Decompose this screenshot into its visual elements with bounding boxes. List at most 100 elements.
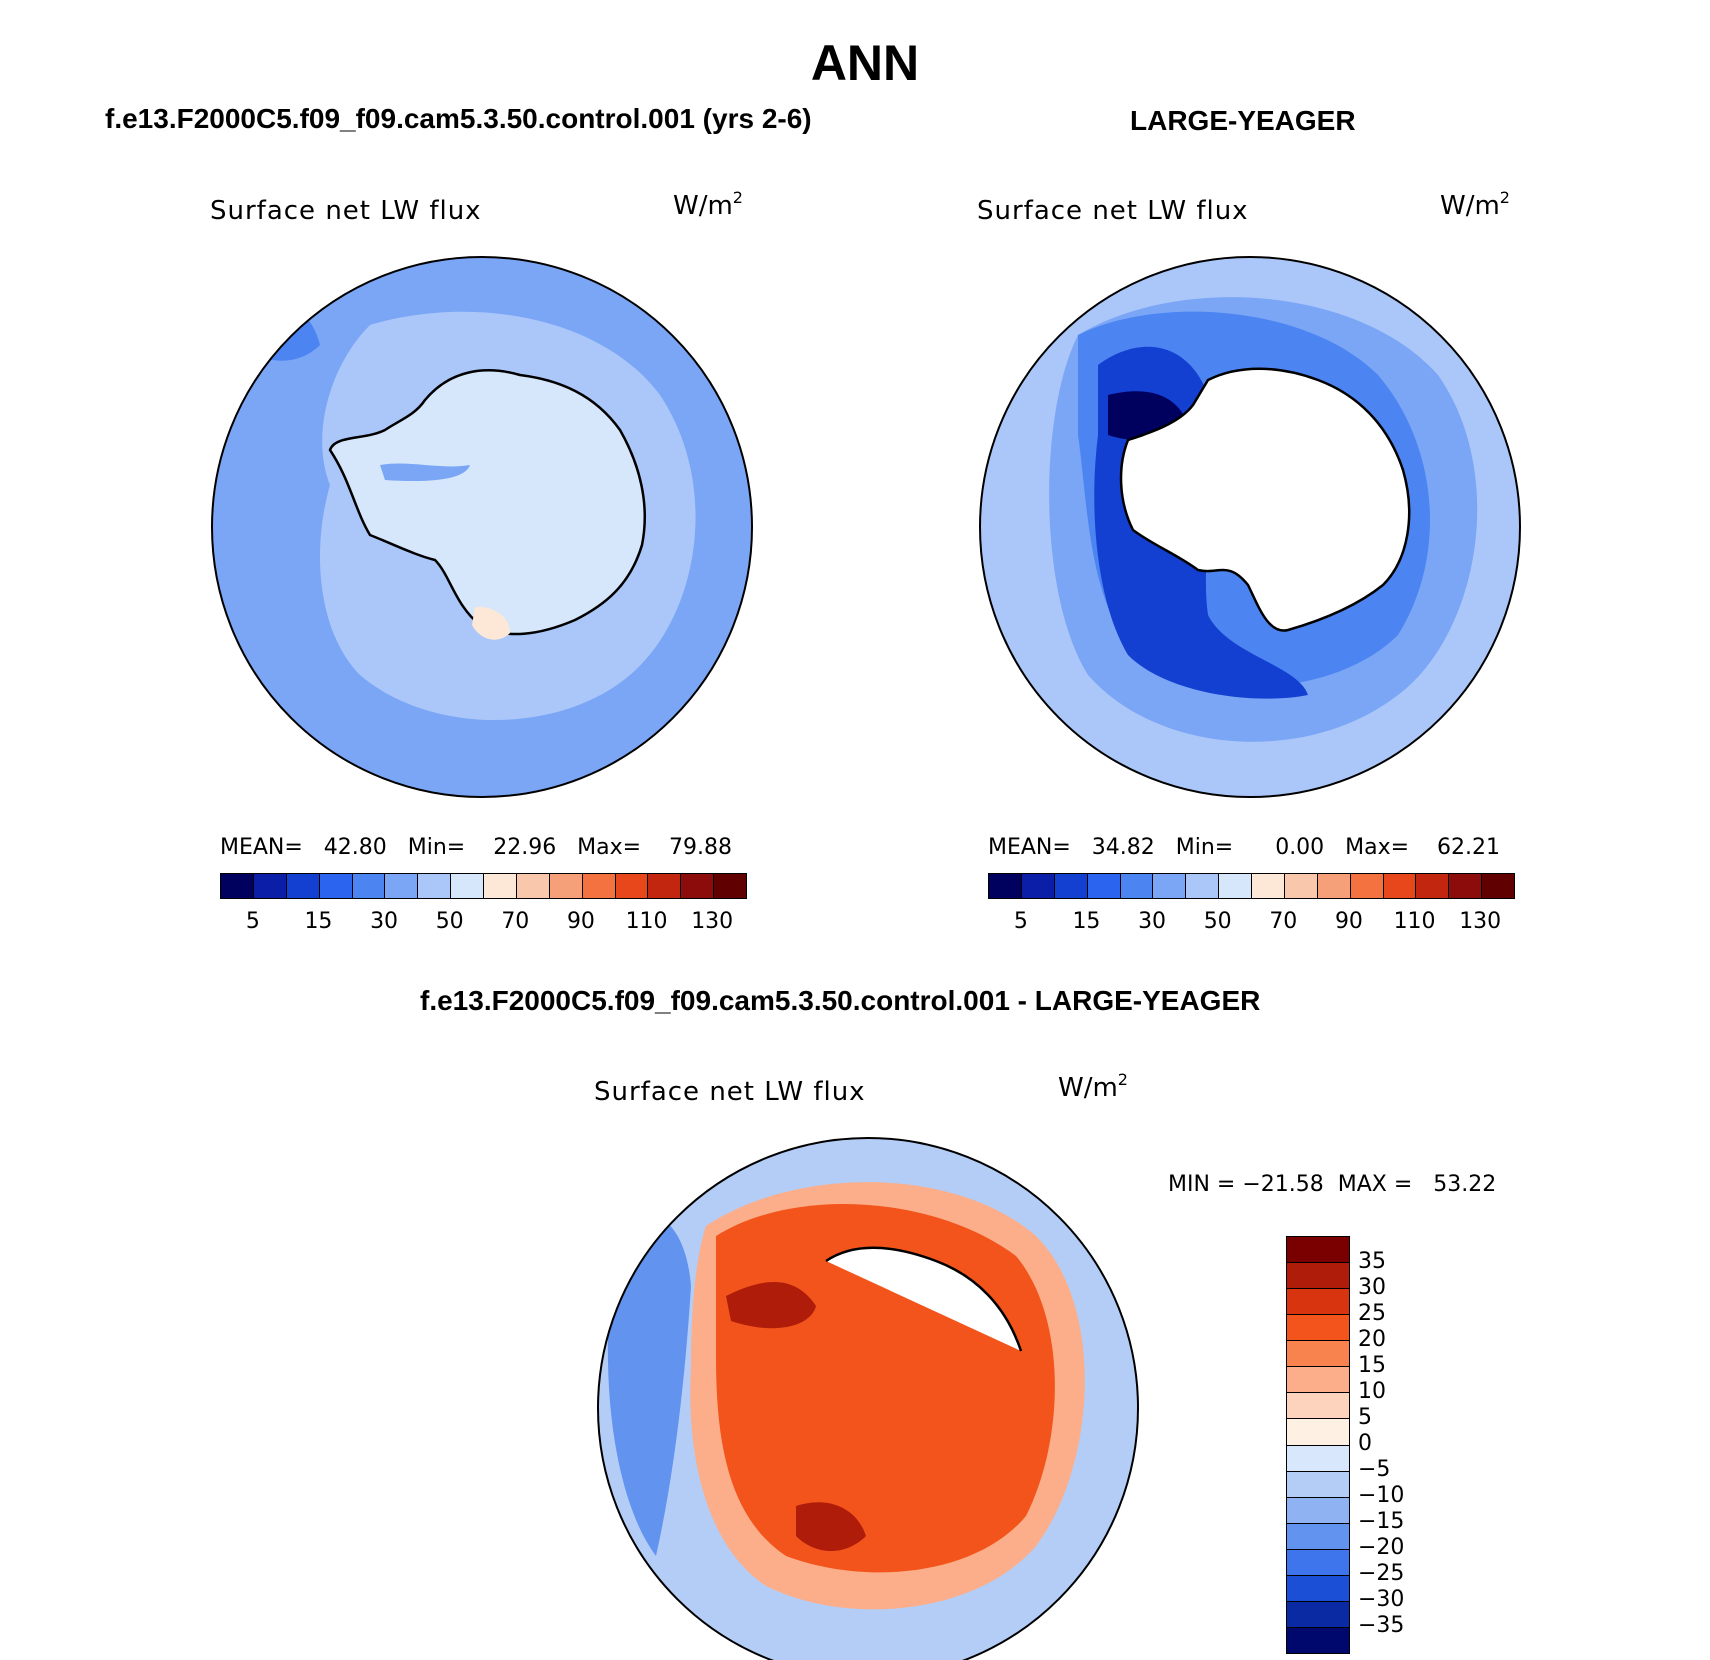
diff-colorbar-tick-label: 0 [1358,1431,1372,1456]
figure-title: ANN [810,35,920,91]
obs-units: W/m2 [1440,188,1510,221]
obs-colorbar-swatch [1087,874,1121,898]
obs-colorbar-swatch [1186,874,1220,898]
obs-colorbar-swatch [1219,874,1252,898]
diff-field-ring-dark [726,1282,816,1329]
diff-colorbar-tick-label: 25 [1358,1301,1386,1326]
obs-polar-map [979,256,1521,798]
model-polar-map [211,256,753,798]
model-colorbar-swatch [681,874,715,898]
model-continent-fill [328,369,646,636]
diff-colorbar-swatch [1287,1601,1349,1628]
obs-colorbar-swatch [1153,874,1187,898]
obs-colorbar-swatch [1383,874,1417,898]
model-field-salmon [472,606,510,640]
model-colorbar-tick-label: 90 [566,909,595,934]
model-map-title: Surface net LW flux [210,196,482,226]
diff-colorbar-tick-label: −15 [1358,1509,1405,1534]
model-colorbar-swatch [286,874,320,898]
diff-colorbar-tick-label: −5 [1358,1457,1391,1482]
diff-map-border [597,1137,1139,1660]
diff-colorbar-tick-label: −30 [1358,1587,1405,1612]
model-field-blue-streak [380,463,470,482]
diff-colorbar-swatch [1287,1471,1349,1498]
obs-colorbar-tick-label: 130 [1459,909,1502,934]
model-colorbar-tick-label: 5 [245,909,260,934]
diff-colorbar-swatch [1287,1393,1349,1420]
obs-colorbar-swatch [1120,874,1154,898]
model-colorbar-swatch [714,874,746,898]
diff-colorbar-tick-label: −10 [1358,1483,1405,1508]
diff-colorbar-tick-label: 30 [1358,1275,1386,1300]
model-colorbar-tick-label: 15 [304,909,333,934]
model-colorbar-swatch [352,874,386,898]
diff-colorbar-swatch [1287,1367,1349,1394]
diff-colorbar-swatch [1287,1263,1349,1290]
model-colorbar-tick-label: 70 [501,909,530,934]
obs-colorbar-tick-label: 30 [1138,909,1167,934]
diff-colorbar-swatch [1287,1627,1349,1653]
model-colorbar-swatch [648,874,682,898]
obs-colorbar-tick-label: 110 [1393,909,1436,934]
model-colorbar-swatch [221,874,254,898]
obs-colorbar-swatch [1482,874,1514,898]
diff-units: W/m2 [1058,1070,1128,1103]
obs-colorbar-swatch [1021,874,1055,898]
obs-panel-title: LARGE-YEAGER [1130,105,1356,136]
obs-stats: MEAN= 34.82 Min= 0.00 Max= 62.21 [988,835,1501,860]
obs-colorbar-tick-label: 15 [1072,909,1101,934]
diff-colorbar [1286,1236,1350,1654]
obs-colorbar-swatch [1252,874,1285,898]
obs-colorbar-tick-label: 90 [1334,909,1363,934]
diff-colorbar-tick-label: 35 [1358,1249,1386,1274]
diff-colorbar-swatch [1287,1315,1349,1342]
diff-polar-map [597,1137,1139,1660]
model-colorbar-tick-label: 110 [625,909,668,934]
model-panel-title: f.e13.F2000C5.f09_f09.cam5.3.50.control.… [105,103,812,134]
diff-colorbar-tick-label: −35 [1358,1613,1405,1638]
model-colorbar-swatch [582,874,616,898]
model-colorbar-swatch [418,874,452,898]
obs-map-border [979,256,1521,798]
model-colorbar-swatch [319,874,353,898]
diff-colorbar-tick-label: 15 [1358,1353,1386,1378]
model-colorbar-swatch [615,874,649,898]
model-field-blue-patch [240,305,320,361]
obs-colorbar-tick-label: 70 [1269,909,1298,934]
diff-panel-title: f.e13.F2000C5.f09_f09.cam5.3.50.control.… [420,985,1261,1016]
model-colorbar-tick-label: 50 [435,909,464,934]
obs-colorbar [988,873,1515,899]
model-colorbar-tick-label: 30 [370,909,399,934]
diff-colorbar-swatch [1287,1237,1349,1264]
obs-colorbar-swatch [1317,874,1351,898]
diff-field-ring-dark-south [796,1502,866,1551]
obs-colorbar-tick-label: 50 [1203,909,1232,934]
model-colorbar-tick-label: 130 [691,909,734,934]
diff-field-blue [607,1214,691,1556]
model-colorbar-swatch [385,874,419,898]
diff-continent-missing [825,1246,1023,1352]
diff-colorbar-swatch [1287,1523,1349,1550]
obs-colorbar-swatch [1449,874,1483,898]
diff-map-title: Surface net LW flux [594,1077,866,1107]
model-colorbar-swatch [516,874,550,898]
diff-colorbar-tick-label: −25 [1358,1561,1405,1586]
diff-stats: MIN = −21.58 MAX = 53.22 [1168,1172,1497,1197]
obs-colorbar-swatch [1054,874,1088,898]
model-colorbar-swatch [253,874,287,898]
diff-colorbar-swatch [1287,1575,1349,1602]
model-colorbar-swatch [549,874,583,898]
model-stats: MEAN= 42.80 Min= 22.96 Max= 79.88 [220,835,733,860]
obs-colorbar-tick-label: 5 [1013,909,1028,934]
obs-colorbar-swatch [1416,874,1450,898]
obs-continent-missing [1119,367,1411,632]
model-colorbar [220,873,747,899]
diff-colorbar-swatch [1287,1419,1349,1446]
model-colorbar-swatch [451,874,484,898]
diff-colorbar-tick-label: 20 [1358,1327,1386,1352]
diff-colorbar-swatch [1287,1549,1349,1576]
obs-colorbar-swatch [989,874,1022,898]
diff-colorbar-swatch [1287,1341,1349,1368]
model-map-border [211,256,753,798]
obs-colorbar-swatch [1350,874,1384,898]
